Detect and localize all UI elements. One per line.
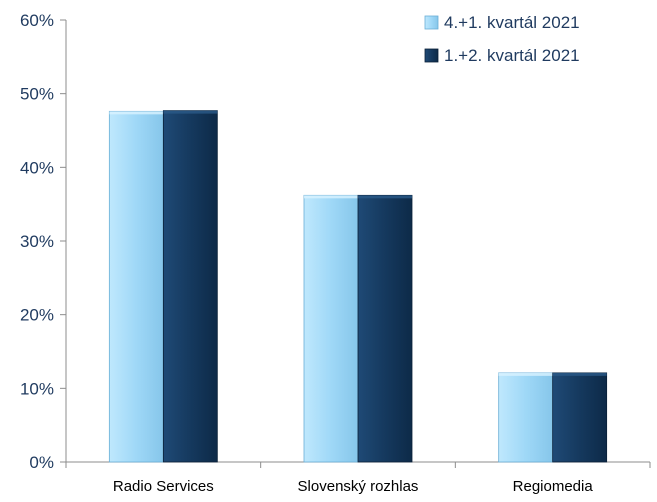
bar-top-edge: [358, 195, 412, 199]
x-category-label: Slovenský rozhlas: [298, 478, 419, 495]
axis-labels: 0% 10% 20% 30% 40% 50% 60% Radio Services Sloven…: [20, 11, 593, 495]
bar-top-edge: [109, 111, 164, 115]
bar-top-edge: [498, 372, 553, 376]
y-tick-label: 50%: [20, 85, 54, 104]
bar-series-1: [498, 372, 554, 463]
legend-label: 1.+2. kvartál 2021: [444, 46, 580, 65]
bar-series-2: [162, 110, 218, 463]
bar-top-edge: [304, 195, 358, 199]
legend-label: 4.+1. kvartál 2021: [444, 13, 580, 32]
bar-top-edge: [163, 110, 218, 114]
y-tick-label: 10%: [20, 379, 54, 398]
bar-series-2: [357, 194, 413, 463]
y-tick-label: 0%: [29, 453, 54, 472]
y-tick-label: 40%: [20, 158, 54, 177]
bar-series-1: [303, 194, 359, 463]
legend-swatch: [424, 15, 439, 30]
bar-series-2: [552, 372, 608, 463]
x-category-label: Radio Services: [113, 478, 214, 495]
bar-top-edge: [552, 372, 607, 376]
y-tick-label: 20%: [20, 306, 54, 325]
legend: 4.+1. kvartál 2021 1.+2. kvartál 2021: [424, 13, 580, 65]
bars: [108, 110, 608, 463]
legend-swatch: [424, 48, 439, 63]
bar-series-1: [108, 110, 164, 463]
y-tick-label: 30%: [20, 232, 54, 251]
y-tick-label: 60%: [20, 11, 54, 30]
x-category-label: Regiomedia: [513, 478, 594, 495]
